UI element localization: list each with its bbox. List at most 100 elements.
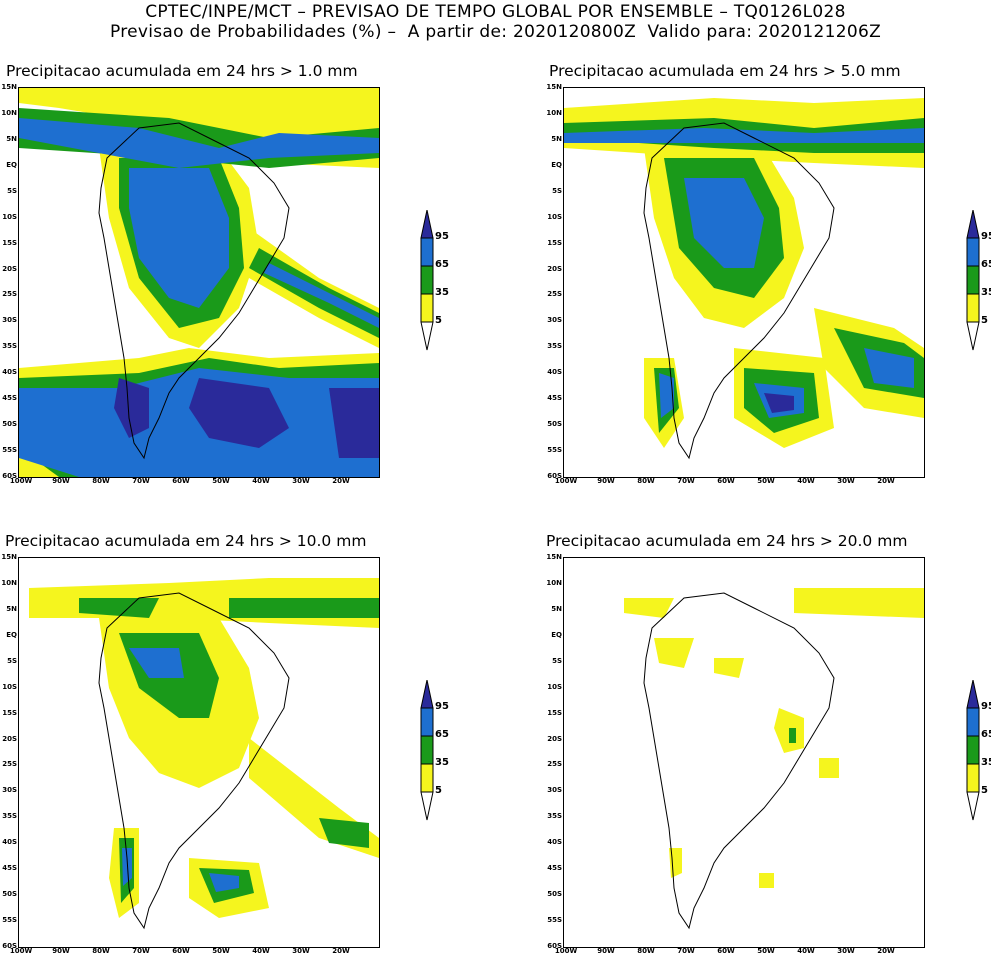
lat-tick-label: 5S <box>552 656 562 665</box>
lon-tick-label: 90W <box>52 947 70 955</box>
lat-tick-label: 10N <box>1 108 17 117</box>
prob-shading <box>19 118 379 477</box>
lon-tick-label: 20W <box>332 947 350 955</box>
lat-tick-label: 20S <box>2 264 17 273</box>
lon-tick-label: 70W <box>132 947 150 955</box>
lat-tick-label: 10N <box>546 578 562 587</box>
lat-tick-label: 60S <box>2 942 17 950</box>
continent-outline <box>98 122 290 460</box>
lon-tick-label: 100W <box>9 947 33 955</box>
colorbar <box>966 680 980 821</box>
lat-tick-label: 45S <box>2 394 17 403</box>
colorbar-label: 5 <box>981 315 988 326</box>
chart-title-line2: Previsao de Probabilidades (%) – A parti… <box>109 22 882 42</box>
lat-tick-label: 15N <box>1 83 17 91</box>
lon-tick-label: 30W <box>292 947 310 955</box>
lon-tick-label: 40W <box>252 947 270 955</box>
lat-tick-label: 40S <box>2 838 17 847</box>
lat-tick-label: 45S <box>547 864 562 873</box>
lon-tick-label: 40W <box>252 477 270 485</box>
colorbar-label: 5 <box>435 315 442 326</box>
lat-tick-label: EQ <box>6 160 17 169</box>
lat-tick-label: 35S <box>2 342 17 351</box>
lon-tick-label: 100W <box>554 947 578 955</box>
lon-tick-label: 90W <box>597 477 615 485</box>
lon-tick-label: 80W <box>92 477 110 485</box>
colorbar-label: 65 <box>981 259 991 270</box>
probability-field-3 <box>29 578 379 930</box>
lat-tick-label: 50S <box>547 420 562 429</box>
lon-tick-label: 90W <box>52 477 70 485</box>
lon-tick-label: 90W <box>597 947 615 955</box>
lat-tick-label: 55S <box>2 916 17 925</box>
lat-tick-label: 55S <box>547 916 562 925</box>
lat-tick-label: 50S <box>2 890 17 899</box>
lat-tick-label: 30S <box>547 316 562 325</box>
lat-tick-label: 35S <box>547 812 562 821</box>
colorbar-label: 35 <box>981 757 991 768</box>
map-panel-3 <box>18 557 380 948</box>
colorbar-label: 95 <box>435 231 449 242</box>
lat-tick-label: 5S <box>7 656 17 665</box>
colorbar-label: 65 <box>435 259 449 270</box>
lon-tick-label: 80W <box>637 947 655 955</box>
lat-tick-label: 50S <box>547 890 562 899</box>
panel-title-4: Precipitacao acumulada em 24 hrs > 20.0 … <box>546 532 908 550</box>
lat-tick-label: 30S <box>547 786 562 795</box>
colorbar-label: 35 <box>435 287 449 298</box>
lon-tick-label: 70W <box>677 477 695 485</box>
lon-tick-label: 60W <box>172 477 190 485</box>
lon-tick-label: 50W <box>757 477 775 485</box>
probability-field-1 <box>19 88 379 477</box>
lat-tick-label: 40S <box>547 368 562 377</box>
lon-tick-label: 70W <box>132 477 150 485</box>
lon-tick-label: 30W <box>292 477 310 485</box>
prob-shading <box>29 578 379 918</box>
lon-tick-label: 50W <box>212 477 230 485</box>
lat-tick-label: 10S <box>547 212 562 221</box>
lat-tick-label: 15N <box>546 83 562 91</box>
colorbar-label: 95 <box>435 701 449 712</box>
lat-tick-label: 10N <box>1 578 17 587</box>
lon-tick-label: 60W <box>717 477 735 485</box>
chart-title-line1: CPTEC/INPE/MCT – PREVISAO DE TEMPO GLOBA… <box>145 2 846 22</box>
panel-title-2: Precipitacao acumulada em 24 hrs > 5.0 m… <box>549 62 901 80</box>
panel-title-1: Precipitacao acumulada em 24 hrs > 1.0 m… <box>6 62 358 80</box>
lat-tick-label: 10S <box>2 212 17 221</box>
lat-tick-label: 40S <box>2 368 17 377</box>
prob-shading <box>122 648 239 892</box>
lon-tick-label: 40W <box>797 477 815 485</box>
colorbar-label: 5 <box>981 785 988 796</box>
lon-tick-label: 50W <box>212 947 230 955</box>
lat-tick-label: EQ <box>6 630 17 639</box>
lat-tick-label: 15S <box>2 708 17 717</box>
lat-tick-label: 25S <box>547 290 562 299</box>
lon-tick-label: 20W <box>877 947 895 955</box>
lon-tick-label: 30W <box>837 477 855 485</box>
continent-outline <box>643 592 835 930</box>
lon-tick-label: 50W <box>757 947 775 955</box>
lat-tick-label: 15S <box>547 238 562 247</box>
map-panel-2 <box>563 87 925 478</box>
lat-tick-label: 25S <box>2 290 17 299</box>
probability-field-4 <box>624 588 924 930</box>
map-panel-4 <box>563 557 925 948</box>
map-panel-1 <box>18 87 380 478</box>
lat-tick-label: 55S <box>2 446 17 455</box>
lat-tick-label: 30S <box>2 786 17 795</box>
lat-tick-label: 15N <box>546 553 562 561</box>
lon-tick-label: 80W <box>92 947 110 955</box>
lat-tick-label: 15S <box>2 238 17 247</box>
lat-tick-label: 60S <box>547 942 562 950</box>
lat-tick-label: 25S <box>2 760 17 769</box>
lon-tick-label: 30W <box>837 947 855 955</box>
lat-tick-label: 20S <box>547 734 562 743</box>
lat-tick-label: 10S <box>547 682 562 691</box>
colorbar-label: 5 <box>435 785 442 796</box>
panel-title-3: Precipitacao acumulada em 24 hrs > 10.0 … <box>5 532 367 550</box>
continent-outline <box>98 592 290 930</box>
lat-tick-label: 60S <box>547 472 562 480</box>
lon-tick-label: 20W <box>332 477 350 485</box>
prob-shading <box>114 378 379 458</box>
lat-tick-label: 20S <box>547 264 562 273</box>
